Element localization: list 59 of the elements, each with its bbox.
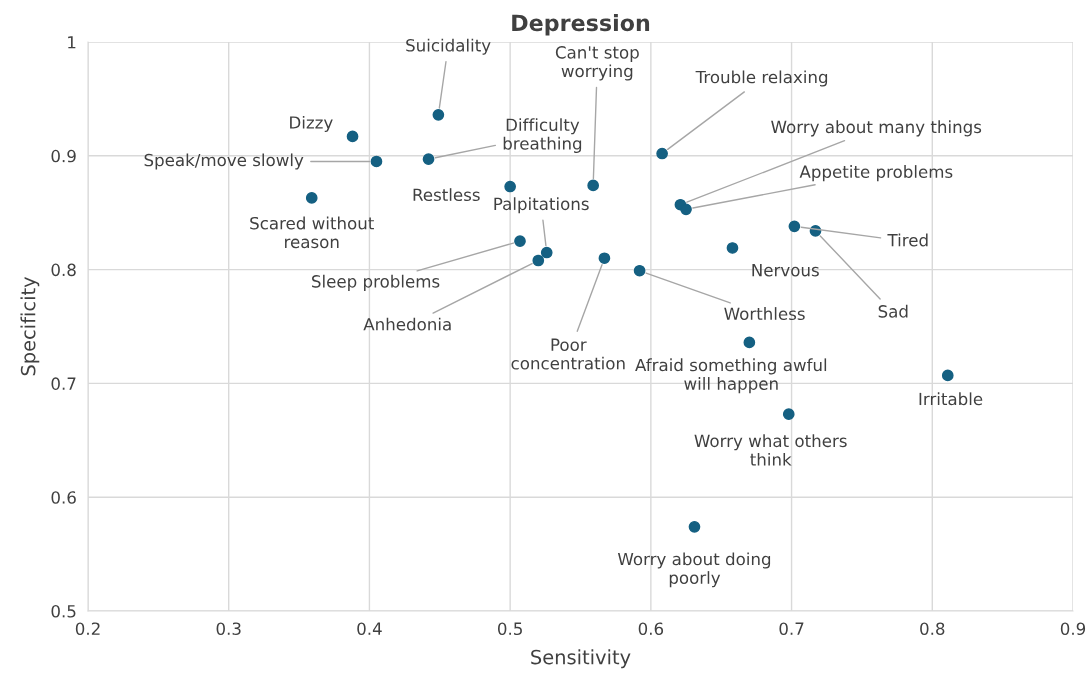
annotation: Sad [878,304,908,318]
x-tick-label: 0.2 [75,622,100,636]
annotation: Worthless [724,307,805,321]
annotation: Afraid something awful will happen [635,358,827,394]
x-tick-label: 0.4 [357,622,382,636]
point [782,408,795,420]
annotation: Worry about many things [771,120,982,137]
point [370,155,383,168]
x-tick-label: 0.8 [920,622,945,636]
annotation: Palpitations [494,197,589,214]
annotation: Difficulty breathing [503,118,582,153]
annotation: Restless [413,188,480,202]
point [504,180,516,193]
y-axis-title: Specificity [20,276,40,376]
point [656,147,668,160]
point [941,369,954,382]
y-tick-label: 0.8 [51,263,76,277]
annotation: Appetite problems [799,165,953,182]
point [305,192,318,204]
point [680,203,692,216]
x-tick-label: 0.6 [638,622,664,636]
x-tick-label: 0.9 [1060,622,1086,636]
point [598,252,611,265]
annotation: Irritable [919,392,983,406]
y-tick-label: 1 [68,36,76,49]
point [346,130,359,143]
point [726,242,739,254]
point [688,520,701,533]
point [422,153,435,166]
point [587,179,600,192]
annotation: Scared without reason [250,216,374,249]
point [532,254,545,267]
annotation: Worry about doing poorly [617,552,771,588]
x-axis-title: Sensitivity [531,649,631,669]
x-tick-label: 0.5 [497,622,522,636]
chart-title: Depression [512,14,650,36]
point [540,246,553,259]
y-tick-label: 0.5 [51,604,76,618]
annotation: Anhedonia [363,317,451,331]
y-tick-label: 0.6 [51,491,76,504]
annotation: Tired [887,233,928,247]
x-tick-label: 0.7 [779,622,804,636]
point [743,336,756,349]
annotation: Suicidality [406,38,491,55]
annotation: Sleep problems [312,274,440,291]
y-tick-label: 0.7 [51,377,76,390]
point [514,235,526,247]
annotation: Dizzy [290,115,333,133]
annotation: Speak/move slowly [144,153,304,170]
y-tick-label: 0.9 [51,149,76,163]
annotation: Nervous [752,264,819,277]
point [633,264,646,277]
annotation: Worry what others think [694,434,847,466]
point [788,220,801,233]
point [432,108,445,121]
annotation: Poor concentration [511,338,625,370]
x-tick-label: 0.3 [216,622,241,636]
annotation: Can't stop worrying [555,46,639,81]
annotation: Trouble relaxing [695,70,828,87]
